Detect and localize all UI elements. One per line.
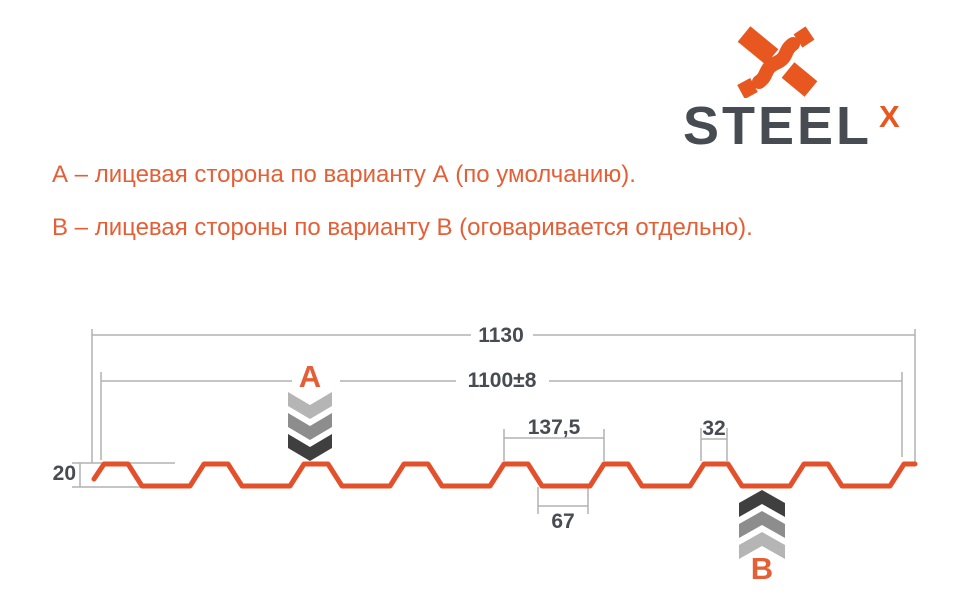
logo-text: STEEL xyxy=(683,96,873,156)
sheet-profile-line xyxy=(91,461,918,489)
dimension-height: 20 xyxy=(52,462,76,485)
side-b-chevrons-icon xyxy=(739,490,785,559)
dimension-overall-width: 1130 xyxy=(478,324,524,347)
legend-variant-a: А – лицевая сторона по варианту А (по ум… xyxy=(52,161,636,188)
dimension-rib-top: 32 xyxy=(702,417,726,440)
dimension-working-width: 1100±8 xyxy=(467,369,537,392)
dimension-valley: 67 xyxy=(551,510,575,533)
dimension-lines xyxy=(72,329,916,514)
logo-wordmark: STEEL X xyxy=(683,99,900,153)
side-b-label: B xyxy=(750,551,774,586)
side-a-label: A xyxy=(298,359,322,394)
steelx-logo-icon xyxy=(737,26,818,98)
logo-superscript-x: X xyxy=(879,99,900,134)
legend-variant-b: В – лицевая стороны по варианту В (огова… xyxy=(52,214,753,241)
side-a-chevrons-icon xyxy=(288,392,332,461)
dimension-pitch: 137,5 xyxy=(527,416,581,439)
